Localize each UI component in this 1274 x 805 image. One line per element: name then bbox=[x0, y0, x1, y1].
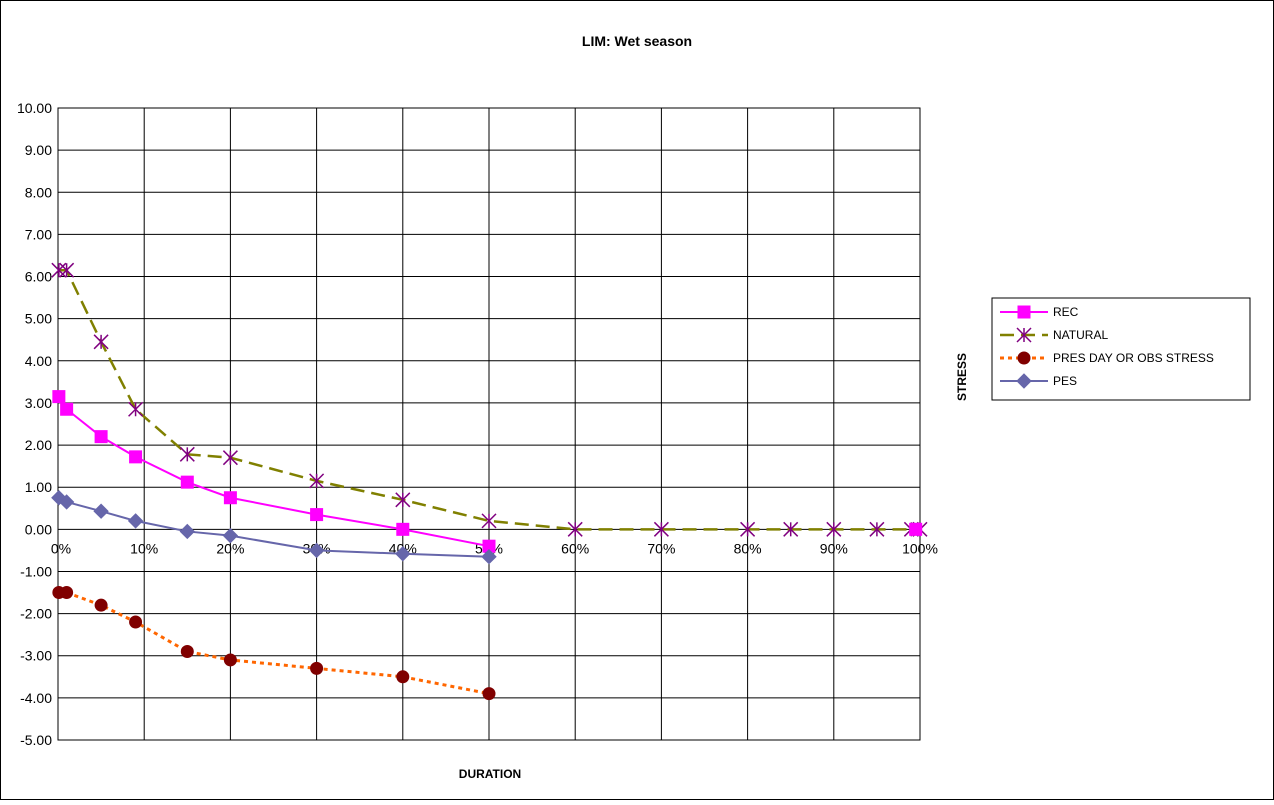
y-tick-label: -5.00 bbox=[20, 732, 52, 748]
y-tick-label: 9.00 bbox=[25, 142, 52, 158]
data-point bbox=[52, 390, 66, 404]
data-point bbox=[308, 542, 325, 559]
data-point bbox=[740, 521, 756, 537]
data-point bbox=[94, 598, 108, 612]
data-point bbox=[179, 523, 196, 540]
legend-swatch-marker bbox=[1016, 373, 1032, 389]
y-tick-label: 0.00 bbox=[25, 521, 52, 537]
data-point bbox=[128, 401, 144, 417]
data-point bbox=[129, 450, 143, 464]
data-point bbox=[783, 521, 799, 537]
data-point bbox=[180, 475, 194, 489]
x-tick-label: 60% bbox=[561, 540, 589, 556]
data-point bbox=[60, 402, 74, 416]
data-point bbox=[310, 508, 324, 522]
data-point bbox=[179, 446, 195, 462]
data-point bbox=[59, 262, 75, 278]
x-tick-label: 0% bbox=[51, 540, 71, 556]
x-tick-label: 80% bbox=[734, 540, 762, 556]
legend-box bbox=[991, 297, 1251, 401]
chart-title: LIM: Wet season bbox=[582, 33, 692, 49]
data-point bbox=[60, 586, 74, 600]
data-point bbox=[127, 513, 144, 529]
data-point bbox=[869, 521, 885, 537]
legend-item: PRES DAY OR OBS STRESS bbox=[1000, 351, 1214, 365]
data-point bbox=[51, 262, 67, 278]
y-tick-label: 7.00 bbox=[25, 226, 52, 242]
data-point bbox=[481, 513, 497, 529]
data-point bbox=[129, 615, 143, 629]
y-tick-label: -3.00 bbox=[20, 648, 52, 664]
series-rec bbox=[52, 390, 496, 553]
y-tick-label: -4.00 bbox=[20, 690, 52, 706]
legend-swatch-marker bbox=[1017, 305, 1031, 319]
data-point bbox=[395, 546, 411, 562]
legend-item: NATURAL bbox=[1000, 327, 1108, 343]
y-tick-label: 10.00 bbox=[17, 100, 52, 116]
x-tick-label: 90% bbox=[820, 540, 848, 556]
x-tick-label: 70% bbox=[647, 540, 675, 556]
legend-swatch-marker bbox=[1016, 327, 1032, 343]
legend: REC NATURAL PRES DAY OR OBS STRESS PES bbox=[991, 297, 1251, 401]
y-tick-label: -2.00 bbox=[20, 606, 52, 622]
y-tick-label: 8.00 bbox=[25, 184, 52, 200]
x-tick-label: 20% bbox=[216, 540, 244, 556]
series-natural bbox=[51, 262, 928, 537]
data-point bbox=[481, 549, 497, 565]
legend-label: REC bbox=[1053, 305, 1079, 319]
data-point bbox=[395, 492, 411, 508]
data-point bbox=[94, 430, 108, 444]
data-point bbox=[222, 527, 239, 544]
data-point bbox=[223, 653, 237, 667]
data-point bbox=[567, 521, 583, 537]
x-tick-label: 100% bbox=[902, 540, 938, 556]
legend-swatch-marker bbox=[1017, 351, 1031, 365]
legend-item: PES bbox=[1000, 373, 1077, 389]
data-point bbox=[653, 521, 669, 537]
series-layer bbox=[51, 262, 928, 701]
y-tick-label: 1.00 bbox=[25, 479, 52, 495]
y-axis-title: STRESS bbox=[955, 353, 969, 401]
legend-label: PES bbox=[1053, 374, 1077, 388]
y-tick-label: 4.00 bbox=[25, 353, 52, 369]
legend-label: PRES DAY OR OBS STRESS bbox=[1053, 351, 1214, 365]
data-point bbox=[309, 473, 325, 489]
data-point bbox=[396, 670, 410, 684]
y-tick-label: 2.00 bbox=[25, 437, 52, 453]
data-point bbox=[58, 494, 75, 510]
series-pres-day-or-obs-stress bbox=[52, 586, 496, 701]
series-line bbox=[58, 591, 490, 696]
data-point bbox=[93, 334, 109, 350]
y-tick-label: -1.00 bbox=[20, 563, 52, 579]
series-pes bbox=[51, 490, 497, 565]
x-axis-title: DURATION bbox=[459, 767, 521, 781]
data-point bbox=[482, 687, 496, 701]
y-axis-tick-labels: 10.00 9.00 8.00 7.00 6.00 5.00 4.00 3.00 2.00 1.0… bbox=[17, 100, 52, 748]
data-point bbox=[223, 491, 237, 505]
data-point bbox=[909, 522, 923, 536]
data-point bbox=[180, 645, 194, 659]
data-point bbox=[310, 661, 324, 675]
y-tick-label: 6.00 bbox=[25, 269, 52, 285]
y-tick-label: 3.00 bbox=[25, 395, 52, 411]
data-point bbox=[396, 522, 410, 536]
legend-item: REC bbox=[1000, 305, 1079, 319]
data-point bbox=[93, 503, 109, 519]
data-point bbox=[222, 450, 238, 466]
series-line bbox=[58, 268, 920, 531]
y-tick-label: 5.00 bbox=[25, 311, 52, 327]
legend-label: NATURAL bbox=[1053, 328, 1108, 342]
data-point bbox=[826, 521, 842, 537]
x-tick-label: 10% bbox=[130, 540, 158, 556]
